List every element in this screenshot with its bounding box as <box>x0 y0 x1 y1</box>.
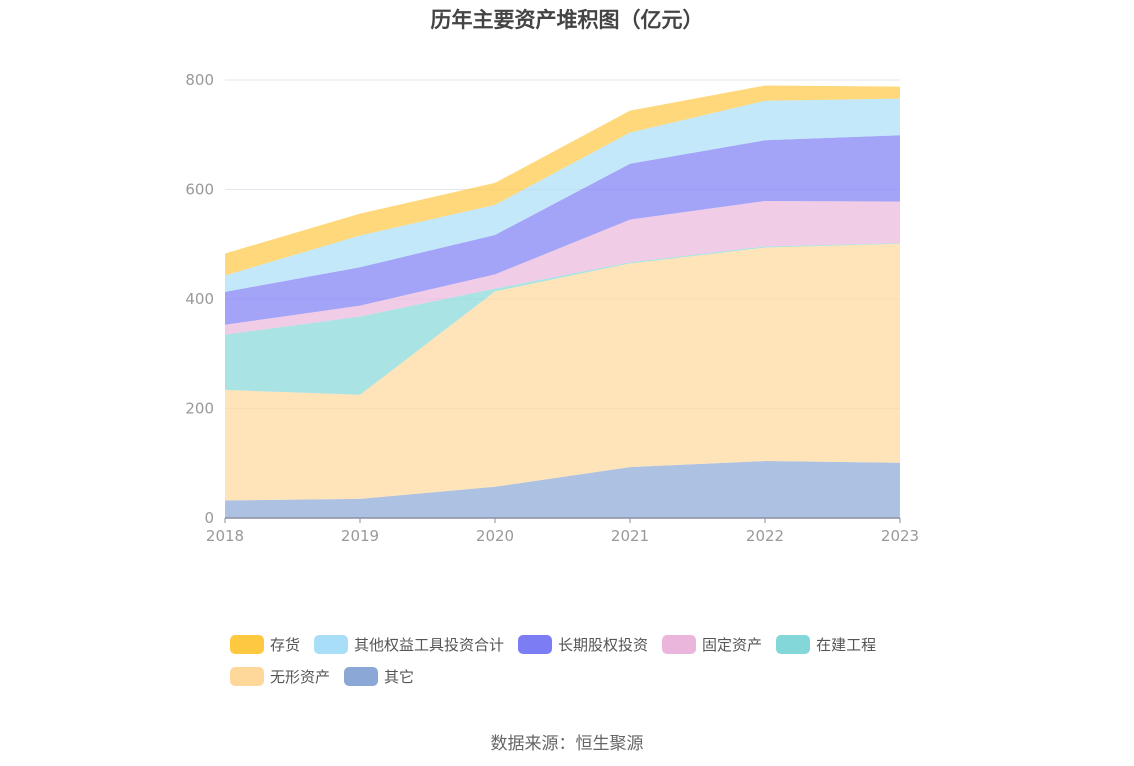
legend-label-intangible-assets: 无形资产 <box>270 667 331 686</box>
y-tick-label-0: 0 <box>204 509 214 527</box>
chart-title: 历年主要资产堆积图（亿元） <box>430 8 704 32</box>
legend-item-long-term-equity-investment[interactable]: 长期股权投资 <box>518 634 648 655</box>
x-tick-label-3: 2021 <box>611 527 649 545</box>
legend-item-inventory[interactable]: 存货 <box>230 634 300 655</box>
legend: 存货 其他权益工具投资合计 长期股权投资 固定资产 在建工程 无形资产 其它 <box>230 631 930 695</box>
legend-item-fixed-assets[interactable]: 固定资产 <box>662 634 762 655</box>
legend-swatch-intangible-assets <box>230 666 264 686</box>
legend-swatch-other-equity-investment <box>314 634 349 654</box>
legend-row-1: 存货 其他权益工具投资合计 长期股权投资 固定资产 在建工程 <box>230 631 930 657</box>
area-layer <box>225 85 900 518</box>
legend-item-intangible-assets[interactable]: 无形资产 <box>230 666 330 687</box>
area-series-2[interactable] <box>225 243 900 395</box>
legend-swatch-construction-in-progress <box>776 634 811 654</box>
legend-swatch-inventory <box>230 634 264 654</box>
y-tick-label-3: 600 <box>185 181 214 199</box>
y-tick-label-1: 200 <box>185 400 214 418</box>
area-series-4[interactable] <box>225 135 900 325</box>
x-tick-label-1: 2019 <box>341 527 379 545</box>
x-tick-label-0: 2018 <box>206 527 244 545</box>
area-series-0[interactable] <box>225 461 900 518</box>
legend-item-other[interactable]: 其它 <box>344 666 414 687</box>
legend-label-inventory: 存货 <box>270 635 301 654</box>
x-tick-label-2: 2020 <box>476 527 514 545</box>
legend-item-construction-in-progress[interactable]: 在建工程 <box>776 634 876 655</box>
legend-row-2: 无形资产 其它 <box>230 663 930 689</box>
area-series-5[interactable] <box>225 98 900 292</box>
legend-label-fixed-assets: 固定资产 <box>702 635 763 654</box>
x-tick-label-5: 2023 <box>881 527 919 545</box>
y-tick-label-2: 400 <box>185 290 214 308</box>
legend-label-construction-in-progress: 在建工程 <box>816 635 877 654</box>
legend-swatch-long-term-equity-investment <box>518 634 553 654</box>
legend-swatch-fixed-assets <box>662 634 697 654</box>
area-series-1[interactable] <box>225 243 900 501</box>
legend-label-other: 其它 <box>384 667 415 686</box>
legend-label-other-equity-investment: 其他权益工具投资合计 <box>354 635 505 654</box>
x-tick-label-4: 2022 <box>746 527 784 545</box>
legend-item-other-equity-investment[interactable]: 其他权益工具投资合计 <box>314 634 504 655</box>
legend-swatch-other <box>344 666 379 686</box>
y-tick-label-4: 800 <box>185 71 214 89</box>
legend-label-long-term-equity-investment: 长期股权投资 <box>558 635 649 654</box>
axis-layer: 0 200 400 600 800 2018 2019 2020 2021 2022 2023 <box>185 71 919 545</box>
area-series-3[interactable] <box>225 201 900 335</box>
data-source-note: 数据来源：恒生聚源 <box>490 734 644 754</box>
